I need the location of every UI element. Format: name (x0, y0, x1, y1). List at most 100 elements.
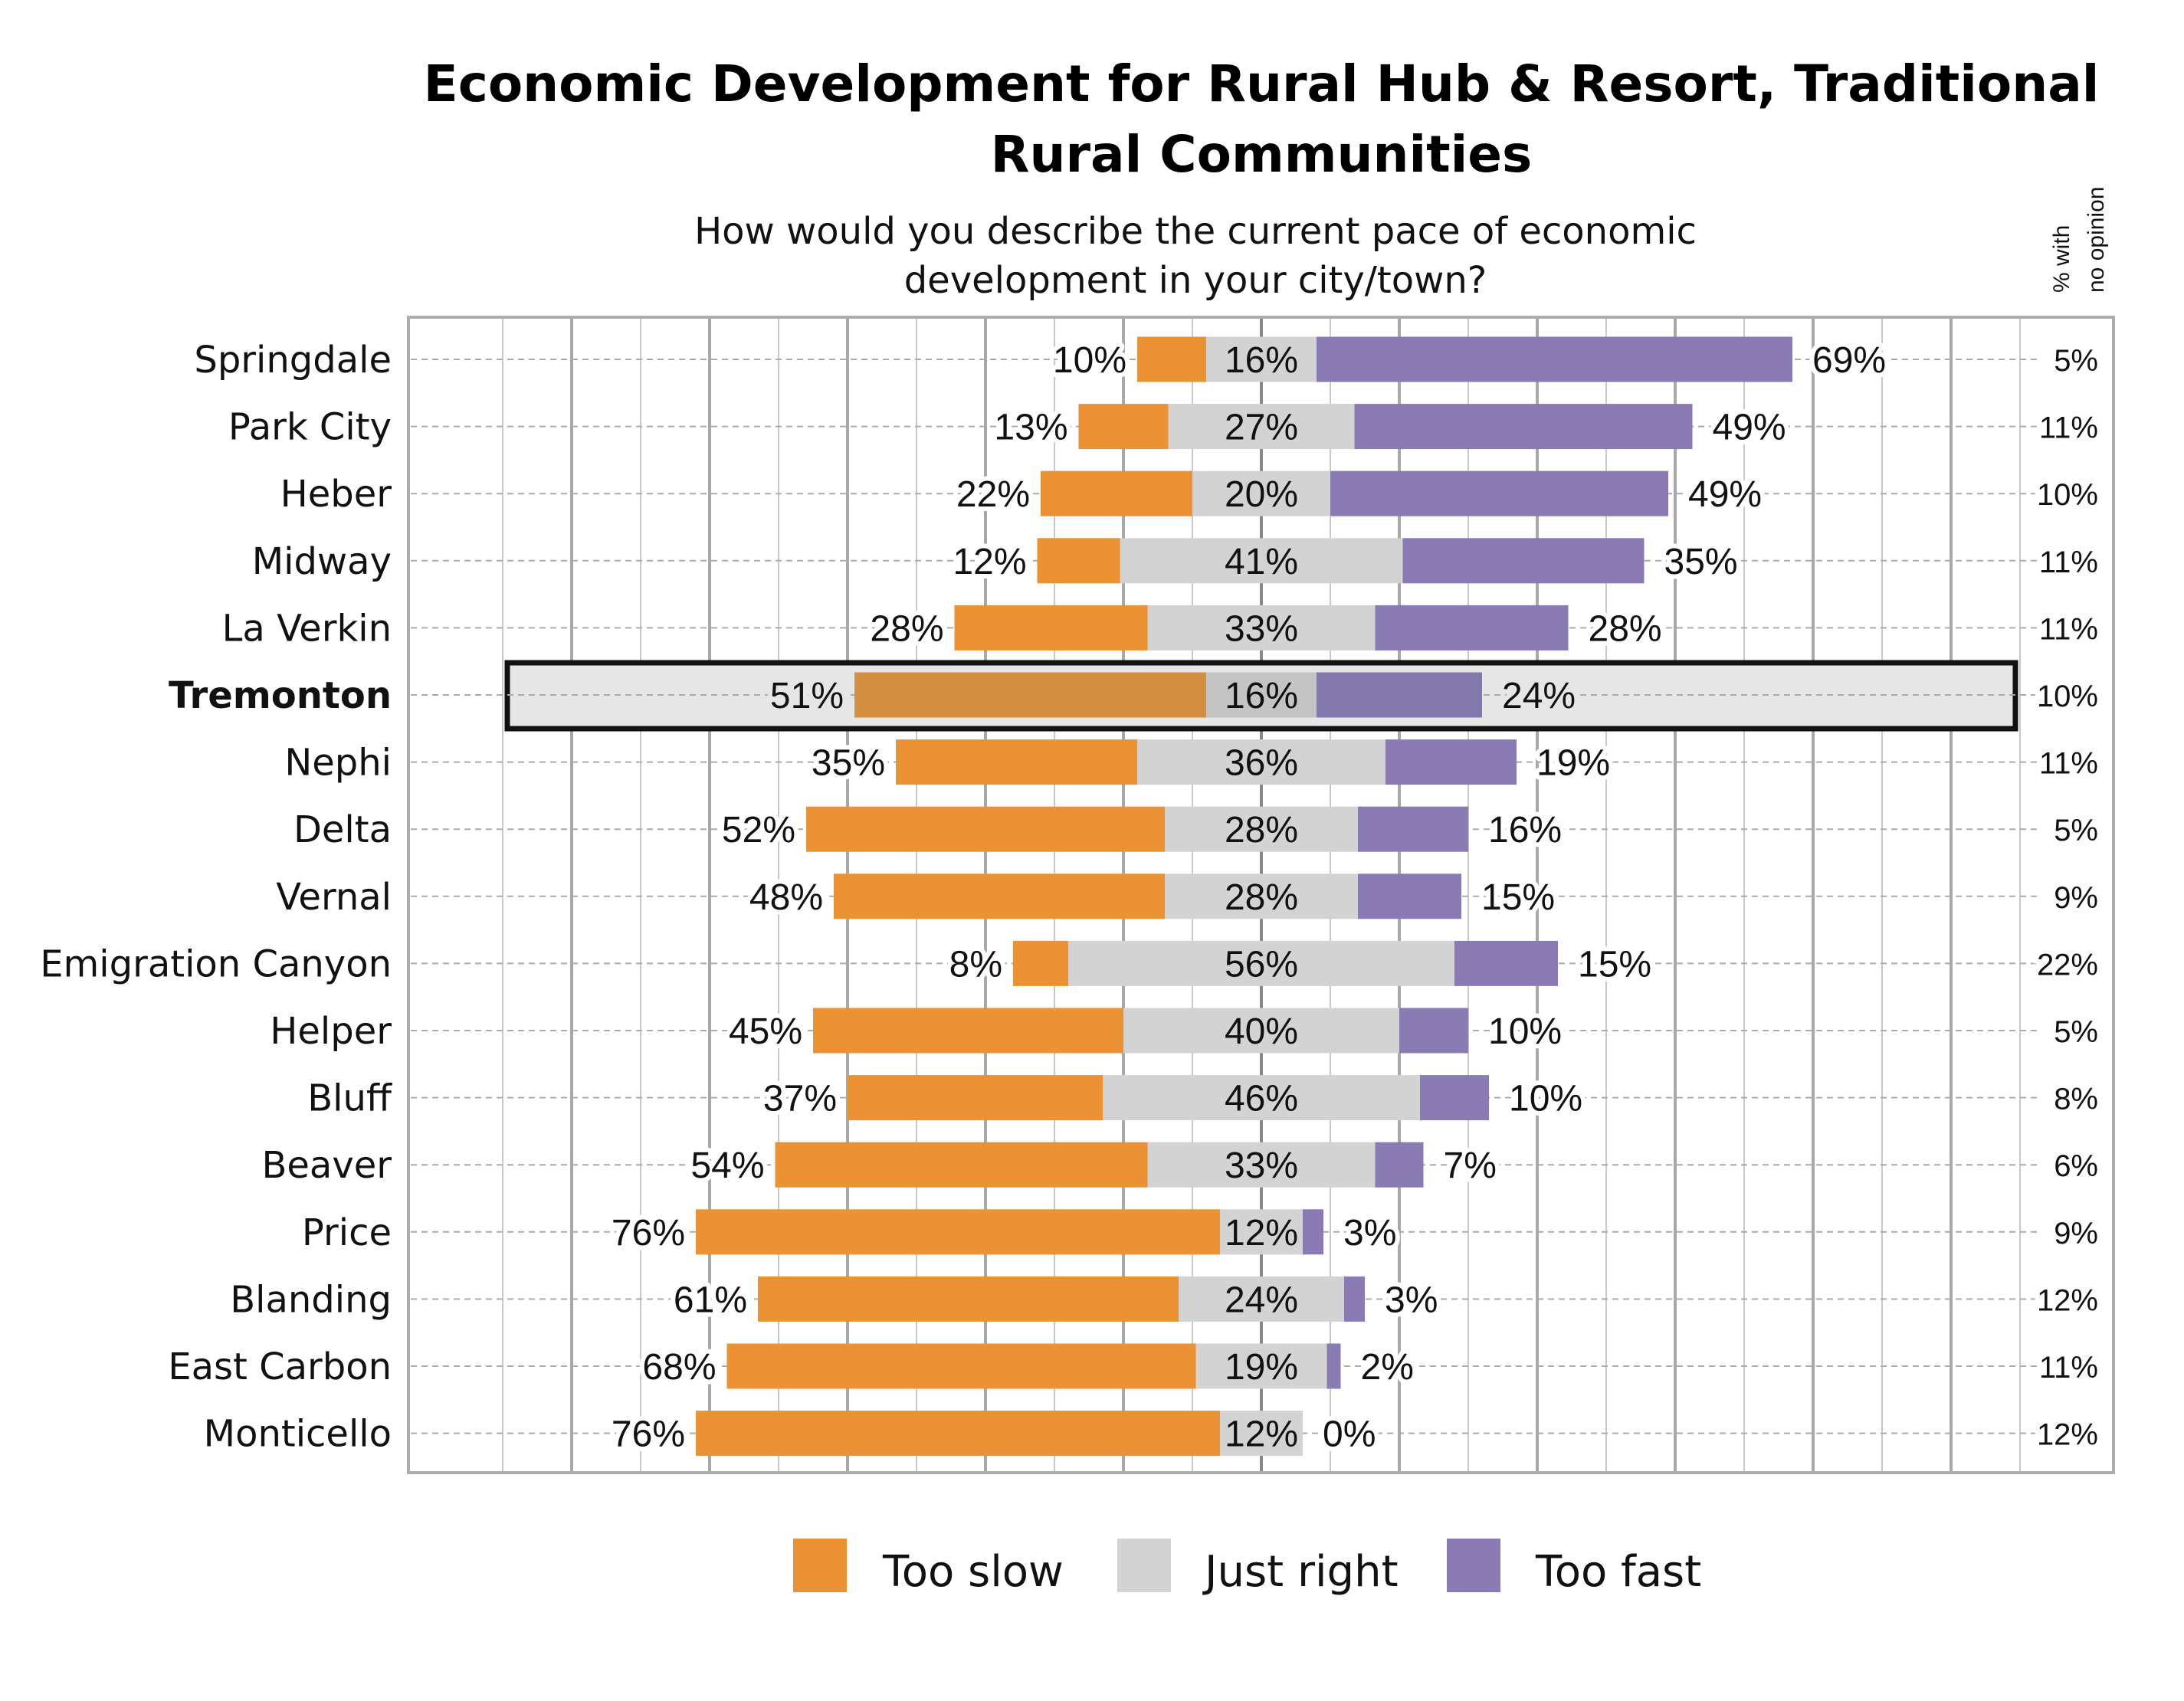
bar-just-right (1220, 1411, 1303, 1457)
row-price: Price 76% 12% 3% 9% (302, 1208, 2103, 1258)
bar-just-right (1120, 538, 1403, 584)
row-la-verkin: La Verkin 28% 33% 28% 11% (222, 604, 2103, 654)
label-too-fast: 35% (1664, 542, 1738, 582)
label-just-right: 27% (1225, 408, 1298, 448)
row-vernal: Vernal 48% 28% 15% 9% (276, 873, 2103, 923)
label-just-right: 33% (1225, 1145, 1298, 1186)
bar-just-right (1168, 404, 1355, 450)
label-no-opinion: 11% (2039, 612, 2098, 646)
category-label: Monticello (204, 1413, 392, 1456)
label-too-fast: 24% (1502, 676, 1576, 716)
label-too-slow: 10% (1053, 340, 1126, 381)
row-midway: Midway 12% 41% 35% 11% (252, 537, 2103, 587)
bar-too-slow (726, 1343, 1196, 1389)
category-label: Bluff (307, 1077, 392, 1120)
label-too-slow: 61% (674, 1280, 747, 1320)
bar-just-right (1192, 470, 1330, 516)
bar-too-slow (854, 672, 1206, 718)
chart-subtitle-line-2: development in your city/town? (904, 259, 1487, 302)
category-label: Vernal (276, 876, 392, 919)
bar-too-fast (1420, 1075, 1489, 1121)
bar-too-fast (1402, 538, 1645, 584)
label-too-fast: 28% (1589, 608, 1662, 649)
bar-too-fast (1303, 1209, 1323, 1255)
category-label: Blanding (230, 1278, 392, 1321)
category-label: Price (302, 1211, 392, 1254)
bar-just-right (1195, 1343, 1327, 1389)
label-too-slow: 51% (770, 676, 844, 716)
label-just-right: 24% (1225, 1280, 1298, 1320)
category-label: Nephi (284, 742, 392, 785)
bar-too-slow (696, 1209, 1220, 1255)
label-just-right: 36% (1225, 743, 1298, 784)
bar-too-slow (896, 739, 1137, 785)
label-just-right: 46% (1225, 1079, 1298, 1119)
bar-too-slow (1137, 336, 1206, 382)
label-too-fast: 15% (1481, 877, 1555, 918)
bar-too-fast (1358, 806, 1468, 852)
label-too-slow: 68% (642, 1347, 716, 1388)
category-label: Beaver (261, 1144, 392, 1187)
bar-just-right (1206, 672, 1317, 718)
bar-too-slow (806, 806, 1165, 852)
label-too-slow: 48% (749, 877, 823, 918)
legend: Too slow Just right Too fast (793, 1539, 1701, 1597)
label-no-opinion: 10% (2037, 478, 2098, 512)
row-blanding: Blanding 61% 24% 3% 12% (230, 1275, 2103, 1325)
chart-subtitle-line-1: How would you describe the current pace … (694, 210, 1697, 253)
legend-label: Just right (1202, 1547, 1399, 1597)
category-label: Helper (270, 1010, 392, 1053)
category-label: Delta (293, 808, 392, 851)
bar-too-fast (1399, 1008, 1468, 1054)
label-too-slow: 35% (812, 743, 885, 784)
bar-too-fast (1375, 605, 1569, 651)
label-too-slow: 45% (729, 1011, 802, 1052)
bar-too-slow (834, 873, 1165, 919)
label-no-opinion: 5% (2054, 1015, 2098, 1049)
label-too-slow: 13% (994, 408, 1067, 448)
bar-too-slow (813, 1008, 1123, 1054)
label-just-right: 28% (1225, 810, 1298, 850)
bar-too-slow (1037, 538, 1120, 584)
label-too-fast: 15% (1578, 944, 1651, 985)
bar-too-fast (1385, 739, 1517, 785)
legend-swatch (1117, 1539, 1171, 1592)
row-springdale: Springdale 10% 16% 69% 5% (194, 336, 2103, 385)
bar-too-fast (1330, 470, 1668, 516)
bar-too-slow (848, 1075, 1103, 1121)
bar-just-right (1147, 1142, 1376, 1188)
label-just-right: 20% (1225, 474, 1298, 515)
bar-just-right (1123, 1008, 1399, 1054)
label-no-opinion: 11% (2039, 546, 2098, 579)
bar-too-fast (1375, 1142, 1424, 1188)
label-too-slow: 12% (953, 542, 1026, 582)
bar-too-slow (954, 605, 1148, 651)
label-too-fast: 69% (1812, 340, 1886, 381)
label-too-fast: 49% (1713, 408, 1786, 448)
label-no-opinion: 6% (2054, 1149, 2098, 1183)
label-no-opinion: 10% (2037, 680, 2098, 713)
row-heber: Heber 22% 20% 49% 10% (280, 470, 2103, 519)
label-just-right: 41% (1225, 542, 1298, 582)
label-too-fast: 3% (1385, 1280, 1438, 1320)
category-label: Springdale (194, 339, 392, 382)
chart-title-line-1: Economic Development for Rural Hub & Res… (424, 54, 2100, 113)
bar-too-slow (1041, 470, 1192, 516)
category-label: Heber (280, 473, 392, 516)
legend-label: Too slow (882, 1547, 1064, 1597)
bar-too-fast (1354, 404, 1693, 450)
bar-just-right (1165, 806, 1358, 852)
label-too-slow: 52% (722, 810, 795, 850)
label-no-opinion: 5% (2054, 344, 2098, 378)
label-just-right: 12% (1225, 1213, 1298, 1254)
label-too-fast: 49% (1688, 474, 1762, 515)
label-just-right: 12% (1225, 1414, 1298, 1455)
label-just-right: 28% (1225, 877, 1298, 918)
bar-just-right (1068, 940, 1454, 986)
chart-title-line-2: Rural Communities (991, 125, 1533, 184)
row-east-carbon: East Carbon 68% 19% 2% 11% (168, 1342, 2103, 1392)
label-no-opinion: 9% (2054, 1217, 2098, 1250)
legend-swatch (1447, 1539, 1500, 1592)
rows: Springdale 10% 16% 69% 5% Park City 13% 27% 49% 1… (40, 336, 2103, 1460)
